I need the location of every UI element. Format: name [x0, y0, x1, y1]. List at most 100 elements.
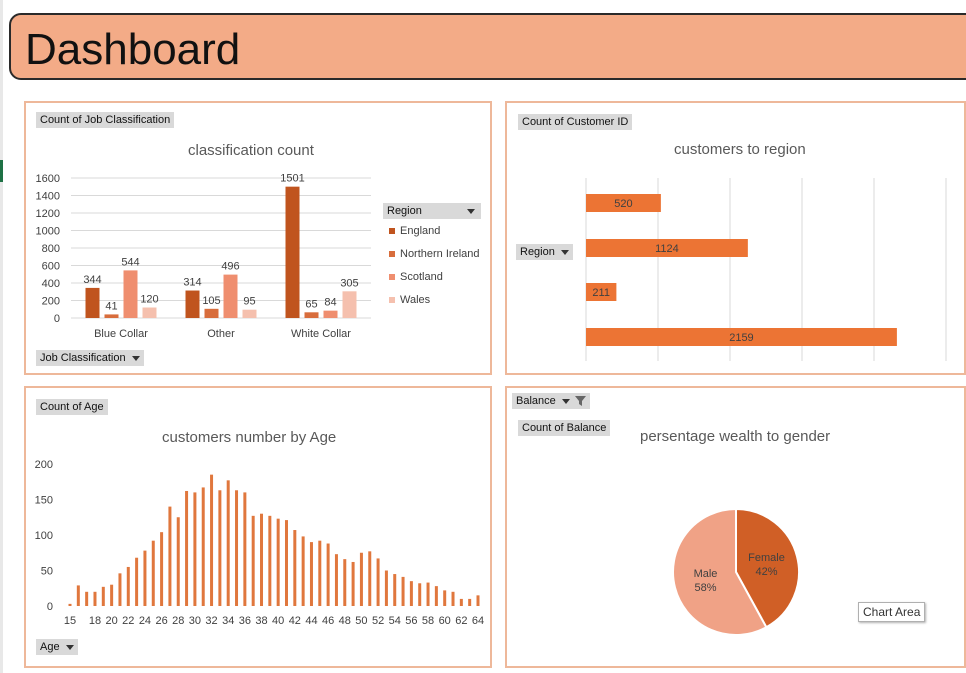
value-field-button[interactable]: Count of Age	[36, 399, 108, 415]
legend-item: Northern Ireland	[389, 248, 480, 260]
bar-wales	[242, 309, 257, 318]
legend-swatch	[389, 251, 395, 258]
chart-panel-wealth[interactable]: Balance Count of Balance persentage weal…	[505, 386, 966, 668]
bar-england	[85, 287, 100, 318]
axis-field-button[interactable]: Job Classification	[36, 350, 144, 366]
legend-field-label: Region	[387, 205, 422, 217]
age-bar	[143, 550, 147, 606]
age-bar	[118, 573, 122, 606]
age-bar	[284, 520, 288, 606]
age-bar	[351, 561, 355, 606]
x-tick-label: 24	[139, 615, 151, 627]
y-tick-label: 200	[42, 296, 60, 308]
chart-panel-region[interactable]: Count of Customer ID customers to region…	[505, 101, 966, 375]
x-tick-label: 48	[339, 615, 351, 627]
y-tick-label: 400	[42, 278, 60, 290]
value-field-button[interactable]: Count of Job Classification	[36, 112, 175, 128]
age-bar	[393, 574, 397, 606]
age-bar	[426, 582, 430, 606]
data-label: 496	[221, 261, 239, 273]
age-bar	[384, 570, 388, 606]
age-bar	[85, 591, 89, 606]
x-tick-label: 56	[405, 615, 417, 627]
legend-field-button[interactable]: Region	[383, 203, 481, 219]
y-tick-label: 1200	[36, 208, 60, 220]
axis-field-label: Age	[40, 641, 60, 653]
x-tick-label: 60	[439, 615, 451, 627]
age-bar	[334, 554, 338, 606]
x-tick-label: 36	[239, 615, 251, 627]
value-field-label: Count of Job Classification	[40, 114, 171, 126]
x-tick-label: 44	[305, 615, 317, 627]
age-bar	[235, 490, 239, 606]
bar-wales	[342, 291, 357, 318]
legend-swatch	[389, 228, 395, 235]
x-tick-label: 46	[322, 615, 334, 627]
x-tick-label: 52	[372, 615, 384, 627]
dashboard-header: Dashboard	[9, 13, 966, 80]
age-bar	[409, 581, 413, 606]
filter-field-label: Balance	[516, 395, 556, 407]
axis-field-button[interactable]: Region	[516, 244, 573, 260]
age-bar	[201, 487, 205, 606]
age-bar	[101, 586, 105, 606]
x-tick-label: 58	[422, 615, 434, 627]
filter-field-button[interactable]: Balance	[512, 393, 590, 409]
age-bar	[268, 515, 272, 606]
region-bar	[586, 239, 748, 257]
x-tick-label: 20	[106, 615, 118, 627]
age-bar	[276, 518, 280, 606]
x-tick-label: 18	[89, 615, 101, 627]
value-field-button[interactable]: Count of Customer ID	[518, 114, 633, 130]
chart-title: classification count	[188, 142, 314, 159]
age-bar	[309, 542, 313, 606]
axis-field-button[interactable]: Age	[36, 639, 78, 655]
age-bar	[301, 536, 305, 606]
chart-panel-classification[interactable]: Count of Job Classification classificati…	[24, 101, 492, 375]
data-label: 95	[243, 296, 255, 308]
age-bar	[318, 540, 322, 606]
age-bar	[251, 515, 255, 606]
chart-title: persentage wealth to gender	[640, 428, 831, 445]
x-tick-label: 26	[155, 615, 167, 627]
age-bar	[443, 590, 447, 606]
sheet-gridline	[0, 0, 3, 673]
age-bar-chart[interactable]: 0 50 100 150 200 15 18 20 22 24 26 28 30 32 34 36 38 40 42…	[26, 453, 492, 633]
bar-england	[285, 186, 300, 318]
age-bar	[260, 513, 264, 606]
age-bar	[359, 552, 363, 606]
slice-label: Female	[748, 552, 785, 564]
y-tick-label: 600	[42, 261, 60, 273]
legend-item: Scotland	[389, 271, 443, 283]
x-tick-label: 64	[472, 615, 484, 627]
legend-swatch	[389, 274, 395, 281]
y-tick-label: 1600	[36, 173, 60, 185]
chart-panel-age[interactable]: Count of Age customers number by Age 0 50…	[24, 386, 492, 668]
value-field-button[interactable]: Count of Balance	[518, 420, 611, 436]
age-bar	[135, 557, 139, 606]
slice-pct: 42%	[755, 566, 777, 578]
chevron-down-icon	[560, 249, 569, 255]
classification-bar-chart[interactable]: 0 200 400 600 800 1000 1200 1400 1600 344 41 544 120…	[26, 158, 381, 373]
axis-field-label: Region	[520, 246, 555, 258]
wealth-pie-chart[interactable]: Female 42% Male 58%	[647, 498, 827, 648]
data-label: 211	[592, 287, 610, 299]
value-field-label: Count of Age	[40, 401, 104, 413]
y-tick-label: 50	[41, 566, 53, 578]
region-bar-chart[interactable]: 520 1124 211 2159	[507, 173, 962, 373]
data-label: 544	[121, 256, 139, 268]
age-bar	[343, 559, 347, 606]
legend-swatch	[389, 297, 395, 304]
legend-label: Scotland	[400, 271, 443, 283]
age-bar	[160, 532, 164, 606]
x-tick-label: 42	[289, 615, 301, 627]
bar-scotland	[323, 310, 338, 318]
x-tick-label: 38	[255, 615, 267, 627]
x-tick-label: White Collar	[291, 328, 351, 340]
chevron-down-icon	[561, 398, 570, 404]
filter-icon	[574, 396, 586, 407]
age-bar	[293, 530, 297, 606]
data-label: 84	[324, 297, 336, 309]
legend-item: Wales	[389, 294, 430, 306]
x-tick-label: 22	[122, 615, 134, 627]
